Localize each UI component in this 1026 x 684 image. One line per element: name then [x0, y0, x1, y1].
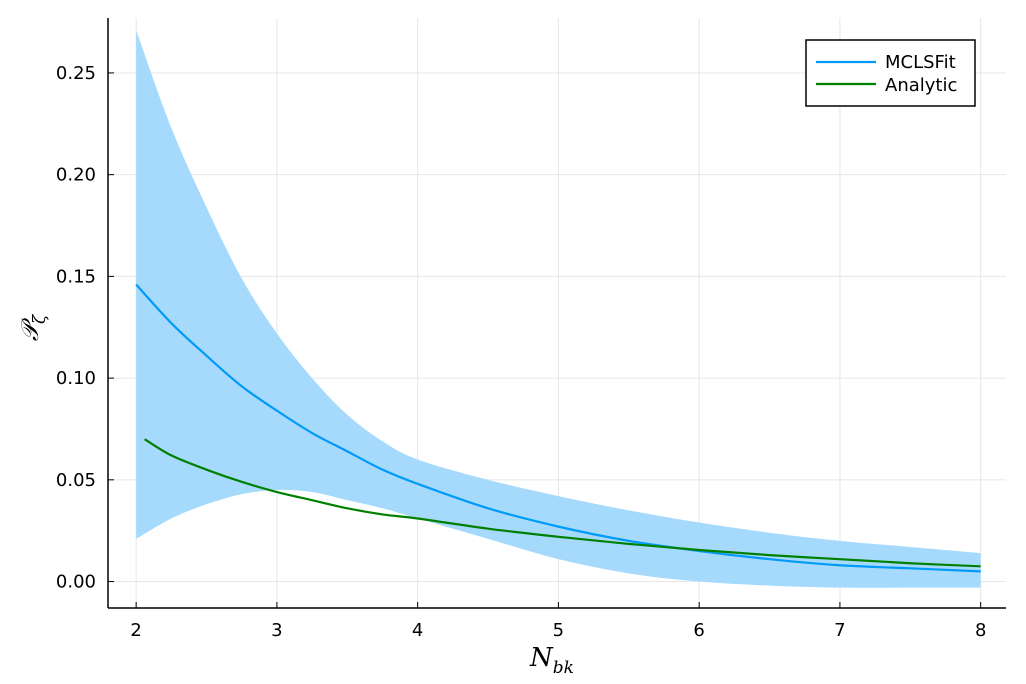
x-tick-label: 2 [130, 620, 141, 641]
series-line-mclsfit [135, 283, 981, 573]
axes [107, 18, 1006, 609]
x-axis-title-main: N [529, 643, 554, 673]
tick-labels: 2 3 4 5 6 7 8 0.00 0.05 0.10 0.15 0.20 0.25 [56, 63, 986, 641]
series-line-analytic [144, 438, 981, 568]
legend: MCLSFit Analytic [805, 39, 976, 107]
legend-label-analytic: Analytic [885, 75, 957, 96]
x-tick-label: 5 [553, 620, 564, 641]
x-tick-label: 7 [834, 620, 845, 641]
y-tick-label: 0.00 [56, 572, 96, 593]
x-tick-label: 4 [412, 620, 423, 641]
y-tick-label: 0.15 [56, 266, 96, 287]
confidence-bands [136, 30, 981, 588]
y-tick-label: 0.20 [56, 165, 96, 186]
y-tick-label: 0.10 [56, 368, 96, 389]
x-tick-label: 3 [271, 620, 282, 641]
x-axis-title-sub: bk [553, 658, 574, 678]
x-axis-title: Nbk [529, 643, 574, 678]
y-axis-title: 𝒫ζ [16, 313, 50, 341]
confidence-band-mclsfit [136, 30, 981, 588]
y-axis-title-sub: ζ [30, 313, 50, 324]
y-tick-label: 0.05 [56, 470, 96, 491]
legend-label-mclsfit: MCLSFit [885, 52, 956, 73]
legend-box [805, 39, 976, 107]
series-lines [135, 283, 981, 573]
x-tick-label: 8 [975, 620, 986, 641]
y-tick-label: 0.25 [56, 63, 96, 84]
x-tick-label: 6 [693, 620, 704, 641]
